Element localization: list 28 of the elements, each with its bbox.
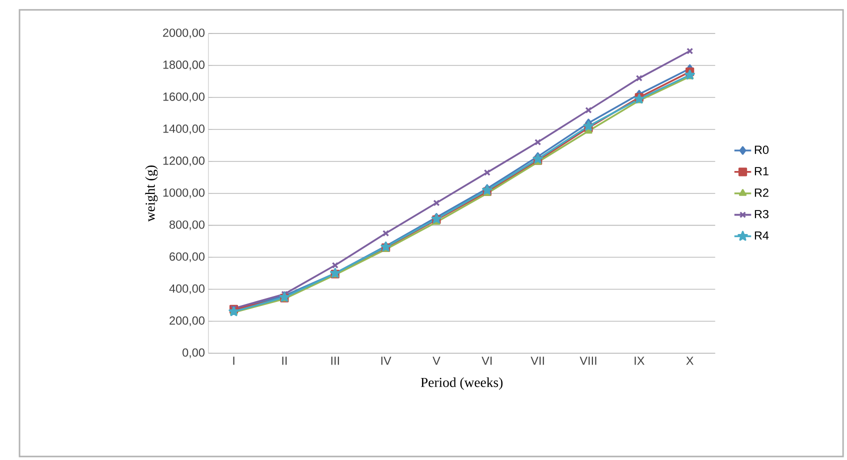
x-tick-label: I [233,356,234,365]
y-tick-label: 0,00 [182,348,205,358]
x-tick-label: X [686,356,694,365]
y-tick-label: 1000,00 [163,188,205,198]
legend-label: R2 [754,188,768,196]
y-axis-title: weight (g) [145,165,158,222]
x-tick-label: VIII [580,356,596,365]
x-axis-title: Period (weeks) [420,377,503,390]
y-tick-label: 200,00 [170,316,205,326]
x-tick-label: III [331,356,339,365]
y-tick-label: 1200,00 [163,156,205,166]
x-tick-label: IV [381,356,392,365]
y-tick-label: 2000,00 [163,28,205,38]
x-tick-label: VI [482,356,492,365]
y-tick-label: 1400,00 [163,124,205,134]
x-tick-label: V [432,356,440,365]
y-tick-label: 1800,00 [163,60,205,70]
legend-label: R1 [754,166,768,175]
legend-label: R0 [754,145,769,154]
legend-label: R3 [754,210,768,218]
x-tick-label: II [282,356,287,365]
y-tick-label: 1600,00 [163,92,205,102]
y-tick-label: 800,00 [170,220,205,230]
y-tick-label: 400,00 [169,284,205,294]
legend-label: R4 [754,231,769,240]
y-tick-label: 600,00 [170,252,205,262]
x-tick-label: IX [634,356,644,365]
x-tick-label: VII [530,356,544,365]
